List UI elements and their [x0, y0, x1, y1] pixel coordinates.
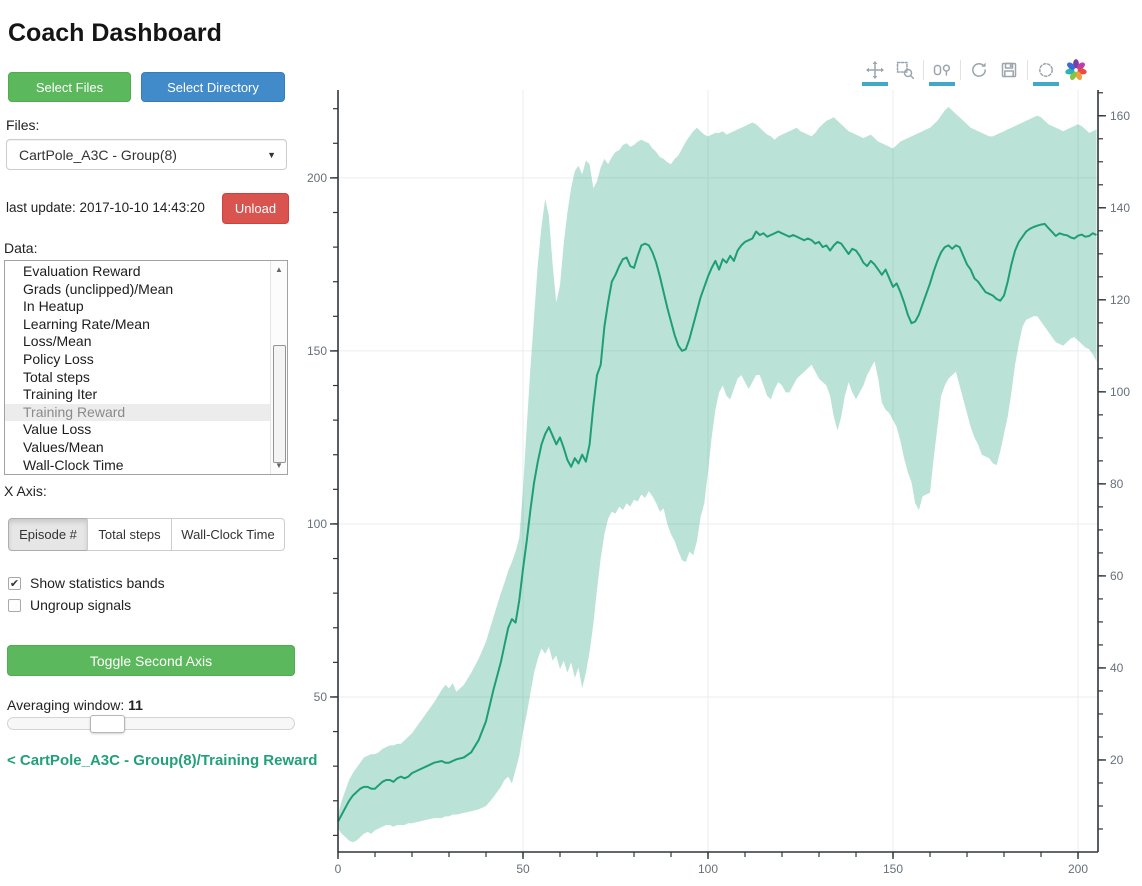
- plotly-modebar[interactable]: [860, 57, 1091, 86]
- x-tick-label: 100: [698, 862, 718, 876]
- checkbox-label: Ungroup signals: [30, 597, 132, 613]
- y-right-tick-label: 60: [1110, 569, 1124, 583]
- unload-button[interactable]: Unload: [222, 193, 289, 224]
- page-title: Coach Dashboard: [8, 18, 222, 47]
- scroll-down-icon[interactable]: ▼: [275, 461, 283, 470]
- box-zoom-icon[interactable]: [890, 57, 920, 83]
- averaging-window-label: Averaging window: 11: [7, 697, 143, 713]
- x-axis-option-total-steps[interactable]: Total steps: [87, 518, 172, 551]
- y-left-tick-label: 50: [314, 690, 328, 704]
- averaging-window-value: 11: [128, 697, 143, 713]
- y-right-tick-label: 40: [1110, 661, 1124, 675]
- x-tick-label: 0: [335, 862, 342, 876]
- save-image-icon[interactable]: [994, 57, 1024, 83]
- x-axis-label: X Axis:: [4, 483, 47, 499]
- x-tick-label: 150: [883, 862, 903, 876]
- statistics-band: [338, 107, 1097, 843]
- chart-panel: 50 100 150 200 20 40 60 80 100 120 140 160 0 50 100 150…: [300, 45, 1142, 881]
- training-reward-chart[interactable]: 50 100 150 200 20 40 60 80 100 120 140 160 0 50 100 150…: [300, 45, 1142, 881]
- modebar-separator: [1027, 60, 1028, 80]
- x-axis-segmented-control[interactable]: Episode # Total steps Wall-Clock Time: [8, 518, 285, 551]
- x-tick-label: 200: [1068, 862, 1088, 876]
- breadcrumb[interactable]: < CartPole_A3C - Group(8)/Training Rewar…: [7, 752, 318, 769]
- x-axis-option-wall-clock-time[interactable]: Wall-Clock Time: [171, 518, 285, 551]
- select-files-button[interactable]: Select Files: [8, 72, 131, 102]
- show-statistics-bands-checkbox[interactable]: ✔ Show statistics bands: [8, 575, 165, 591]
- mean-line: [337, 222, 1097, 822]
- list-item[interactable]: Learning Rate/Mean: [23, 315, 150, 332]
- checkbox-icon: ✔: [8, 576, 21, 590]
- chevron-down-icon: ▼: [267, 149, 276, 160]
- y-left-tick-label: 200: [307, 171, 327, 185]
- y-right-tick-label: 100: [1110, 385, 1130, 399]
- y-right-tick-label: 80: [1110, 477, 1124, 491]
- scroll-up-icon[interactable]: ▲: [275, 265, 283, 274]
- files-select-value: CartPole_A3C - Group(8): [19, 146, 177, 163]
- list-item[interactable]: Wall-Clock Time: [23, 456, 124, 473]
- plotly-logo[interactable]: [1061, 57, 1091, 83]
- list-item[interactable]: Values/Mean: [23, 438, 104, 455]
- files-select[interactable]: CartPole_A3C - Group(8) ▼: [6, 139, 287, 170]
- x-tick-label: 50: [516, 862, 530, 876]
- y-right-tick-label: 140: [1110, 201, 1130, 215]
- slider-thumb[interactable]: [90, 715, 125, 733]
- list-item[interactable]: Value Loss: [23, 421, 92, 438]
- y-right-tick-label: 160: [1110, 109, 1130, 123]
- list-item[interactable]: Training Iter: [23, 386, 98, 403]
- modebar-separator: [960, 60, 961, 80]
- last-update-text: last update: 2017-10-10 14:43:20: [6, 200, 205, 215]
- toggle-second-axis-button[interactable]: Toggle Second Axis: [7, 645, 295, 676]
- scrollbar-thumb[interactable]: [273, 345, 286, 463]
- list-item[interactable]: Grads (unclipped)/Mean: [23, 280, 174, 297]
- reset-axes-icon[interactable]: [964, 57, 994, 83]
- y-right-tick-label: 120: [1110, 293, 1130, 307]
- x-axis-option-episode-[interactable]: Episode #: [8, 518, 88, 551]
- pan-icon[interactable]: [860, 57, 890, 86]
- listbox-scrollbar[interactable]: ▲ ▼: [270, 261, 287, 474]
- ungroup-signals-checkbox[interactable]: Ungroup signals: [8, 597, 131, 613]
- y-left-tick-label: 150: [307, 344, 327, 358]
- list-item[interactable]: Policy Loss: [23, 350, 94, 367]
- y-left-tick-label: 100: [307, 517, 327, 531]
- files-label: Files:: [6, 117, 40, 133]
- select-directory-button[interactable]: Select Directory: [141, 72, 285, 102]
- modebar-separator: [923, 60, 924, 80]
- checkbox-icon: [8, 598, 21, 612]
- list-item[interactable]: Loss/Mean: [23, 333, 92, 350]
- spikelines-icon[interactable]: [1031, 57, 1061, 86]
- list-item[interactable]: Evaluation Reward: [23, 263, 141, 279]
- list-item[interactable]: In Heatup: [23, 298, 84, 315]
- checkbox-label: Show statistics bands: [30, 575, 165, 591]
- list-item[interactable]: Training Reward: [5, 403, 287, 422]
- list-item[interactable]: Total steps: [23, 368, 90, 385]
- averaging-window-slider[interactable]: [7, 717, 295, 730]
- compare-hover-icon[interactable]: [927, 57, 957, 86]
- y-right-tick-label: 20: [1110, 753, 1124, 767]
- data-listbox[interactable]: Evaluation Reward Grads (unclipped)/Mean I…: [4, 260, 288, 475]
- data-label: Data:: [4, 240, 38, 256]
